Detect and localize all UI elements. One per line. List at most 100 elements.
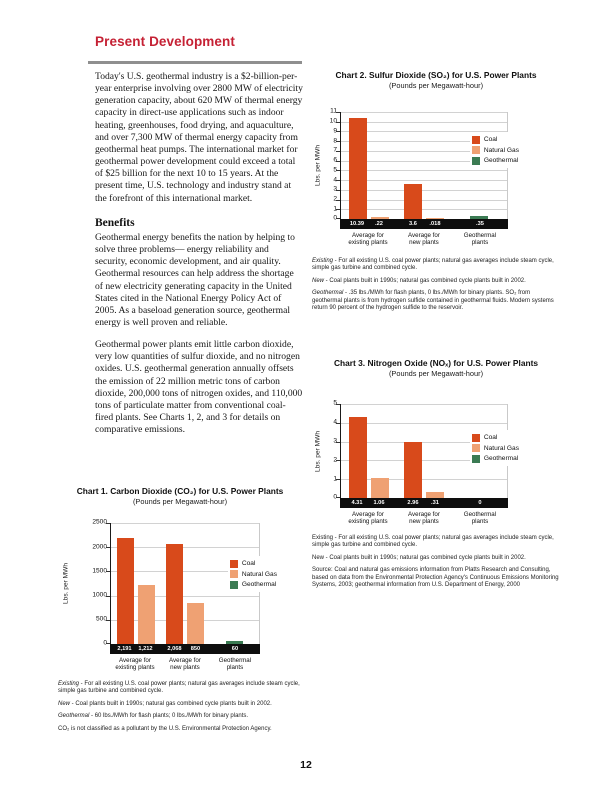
bar-group — [210, 523, 259, 644]
gridline — [111, 547, 259, 549]
footnote-lead: Existing — [312, 257, 334, 264]
axis-tick-mark — [335, 199, 340, 201]
axis-tick-mark — [335, 189, 340, 191]
footnote-lead: New — [58, 700, 71, 707]
bar-value-label: 60 — [231, 646, 239, 652]
legend-swatch-geothermal — [229, 580, 238, 589]
x-axis-labels: Average for existing plants Average for new… — [340, 232, 508, 247]
chart-footnotes: Existing - For all existing U.S. coal po… — [312, 535, 560, 590]
legend-label: Natural Gas — [241, 570, 277, 578]
gridline — [111, 571, 259, 573]
gridline — [341, 160, 507, 162]
axis-tick-mark — [335, 160, 340, 162]
y-axis-label: Lbs. per MWh — [314, 144, 322, 187]
gridline — [341, 170, 507, 172]
bar-value-label: 10.39 — [349, 221, 365, 227]
bar-coal — [348, 416, 367, 498]
legend-label: Coal — [241, 560, 256, 567]
y-tick-label: 4 — [333, 419, 337, 427]
axis-tick-mark — [105, 523, 110, 524]
plot-area: Coal Natural Gas Geothermal — [335, 404, 521, 498]
bar-coal — [403, 183, 422, 219]
x-group-label: Geothermal plants — [218, 657, 252, 672]
paragraph-intro: Today's U.S. geothermal industry is a $2… — [95, 71, 303, 204]
legend-item: Natural Gas — [471, 444, 519, 452]
gridline — [341, 150, 507, 152]
bar-group — [111, 523, 160, 644]
legend-item: Geothermal — [471, 156, 519, 165]
chart-title: Chart 2. Sulfur Dioxide (SO₂) for U.S. P… — [335, 70, 537, 80]
page-title: Present Development — [95, 34, 235, 49]
footnote: Existing - For all existing U.S. coal po… — [58, 680, 300, 694]
bar-value-label: 2,068 — [167, 646, 182, 652]
axis-tick-mark — [335, 112, 340, 113]
footnote: Source: Coal and natural gas emissions i… — [312, 567, 559, 589]
legend-swatch-geothermal — [471, 156, 480, 165]
footnote: Existing - For all existing U.S. coal po… — [312, 257, 554, 271]
value-strip-group: 4.31 1.06 — [340, 498, 396, 508]
axis-tick-mark — [335, 141, 340, 143]
y-axis-ticks: 0 500 1000 1500 2000 2500 — [74, 519, 110, 646]
legend-item: Coal — [471, 433, 519, 442]
plot-column: Coal Natural Gas Geothermal 2,191 1,212 2,068… — [105, 523, 279, 672]
value-strip: 10.39 .22 3.6 .018 .35 — [340, 219, 508, 229]
axis-tick-mark — [335, 460, 340, 462]
y-tick-label: 10 — [329, 117, 337, 125]
plot-area: Coal Natural Gas Geothermal — [105, 523, 279, 644]
y-tick-label: 6 — [333, 157, 337, 164]
bar-natural-gas — [425, 218, 444, 219]
header-rule — [88, 61, 302, 64]
axis-tick-mark — [335, 218, 340, 219]
bar-value-label: .31 — [431, 500, 439, 506]
bars-layer — [341, 112, 507, 219]
chart-body: Lbs. per MWh 0 1 2 3 4 5 Coal Natural Gas Geother… — [312, 400, 560, 526]
footnote: New - Coal plants built in 1990s; natura… — [312, 277, 526, 284]
gridline — [341, 121, 507, 123]
y-tick-label: 500 — [95, 615, 107, 623]
bar-value-label: .35 — [475, 221, 484, 227]
value-strip-group: 2.96 .31 — [396, 498, 452, 508]
bar-value-label: 1,212 — [138, 646, 153, 652]
bar-value-label: 4.31 — [351, 500, 363, 506]
value-strip-group: 2,191 1,212 — [110, 644, 160, 654]
legend-label: Geothermal — [483, 455, 519, 462]
x-axis-labels: Average for existing plants Average for new… — [340, 511, 508, 526]
chart-body: Lbs. per MWh 0 500 1000 1500 2000 2500 Coal Natu… — [58, 519, 302, 672]
bar-natural-gas — [370, 478, 389, 498]
paragraph-benefits-2: Geothermal power plants emit little carb… — [95, 339, 303, 436]
bar-value-label: 850 — [190, 646, 201, 652]
axis-tick-mark — [335, 497, 340, 498]
benefits-heading: Benefits — [95, 216, 135, 229]
chart-2-sulfur-dioxide: Chart 2. Sulfur Dioxide (SO₂) for U.S. P… — [312, 70, 560, 318]
y-tick-label: 0 — [333, 494, 337, 502]
chart-title: Chart 3. Nitrogen Oxide (NOₓ) for U.S. P… — [333, 358, 539, 368]
bar-group — [396, 404, 451, 498]
bar-coal — [403, 442, 422, 498]
bar-natural-gas — [425, 492, 444, 498]
bar-value-label: .018 — [429, 221, 441, 227]
legend-item: Geothermal — [471, 454, 519, 463]
y-tick-label: 2 — [333, 196, 337, 203]
legend: Coal Natural Gas Geothermal — [469, 430, 521, 466]
gridline — [111, 595, 259, 597]
legend-swatch-natural-gas — [471, 444, 480, 452]
bar-coal — [116, 537, 134, 644]
paragraph-benefits-1: Geothermal energy benefits the nation by… — [95, 231, 295, 328]
footnote: CO₂ is not classified as a pollutant by … — [58, 726, 272, 733]
x-group-label: Average for existing plants — [348, 511, 388, 526]
chart-1-carbon-dioxide: Chart 1. Carbon Dioxide (CO₂) for U.S. P… — [58, 486, 302, 739]
bar-group — [341, 112, 396, 219]
chart-footnotes: Existing - For all existing U.S. coal po… — [58, 681, 302, 734]
axis-tick-mark — [105, 643, 110, 644]
bar-value-label: 3.6 — [409, 221, 417, 227]
gridline — [341, 131, 507, 133]
y-tick-label: 4 — [333, 176, 337, 184]
chart-footnotes: Existing - For all existing U.S. coal po… — [312, 258, 560, 313]
footnote-lead: New — [312, 277, 325, 284]
y-tick-label: 3 — [333, 438, 337, 445]
x-group-label: Average for existing plants — [115, 657, 155, 672]
bar-geothermal — [470, 215, 489, 219]
chart-title: Chart 1. Carbon Dioxide (CO₂) for U.S. P… — [76, 486, 284, 496]
x-group-label: Average for new plants — [408, 511, 440, 526]
